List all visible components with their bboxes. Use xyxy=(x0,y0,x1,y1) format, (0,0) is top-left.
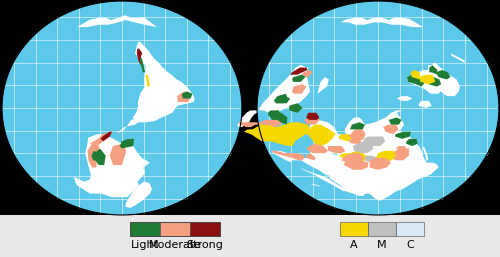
Polygon shape xyxy=(90,132,112,146)
Polygon shape xyxy=(308,120,338,146)
Polygon shape xyxy=(376,151,396,163)
Polygon shape xyxy=(436,70,450,79)
Bar xyxy=(368,222,396,236)
Polygon shape xyxy=(419,75,436,84)
Polygon shape xyxy=(306,113,320,120)
Polygon shape xyxy=(290,68,308,75)
Bar xyxy=(130,222,220,236)
Polygon shape xyxy=(451,53,465,63)
Polygon shape xyxy=(422,146,428,160)
Polygon shape xyxy=(304,115,320,125)
Bar xyxy=(396,222,424,236)
Text: Light: Light xyxy=(131,240,159,250)
Bar xyxy=(340,222,368,236)
Polygon shape xyxy=(120,139,134,149)
Polygon shape xyxy=(350,122,365,130)
Polygon shape xyxy=(429,65,438,75)
Polygon shape xyxy=(344,134,361,144)
Polygon shape xyxy=(427,77,441,87)
Text: A: A xyxy=(350,240,358,250)
Polygon shape xyxy=(146,75,150,87)
Polygon shape xyxy=(268,113,287,125)
Polygon shape xyxy=(238,120,282,127)
Polygon shape xyxy=(407,75,426,87)
Polygon shape xyxy=(300,70,313,77)
Polygon shape xyxy=(237,65,310,127)
Text: Moderate: Moderate xyxy=(148,240,202,250)
Bar xyxy=(130,222,160,236)
Text: C: C xyxy=(406,240,414,250)
Polygon shape xyxy=(306,153,316,160)
Bar xyxy=(190,222,220,236)
Polygon shape xyxy=(290,103,302,113)
Polygon shape xyxy=(125,182,152,208)
Polygon shape xyxy=(353,141,374,153)
Polygon shape xyxy=(272,151,350,191)
Polygon shape xyxy=(370,158,391,170)
Text: M: M xyxy=(377,240,387,250)
Polygon shape xyxy=(74,134,150,197)
Polygon shape xyxy=(2,1,242,215)
Polygon shape xyxy=(318,175,352,194)
Text: Strong: Strong xyxy=(186,240,224,250)
Polygon shape xyxy=(338,134,351,141)
Polygon shape xyxy=(94,149,106,165)
Polygon shape xyxy=(360,113,404,141)
Polygon shape xyxy=(388,117,402,125)
Polygon shape xyxy=(272,151,304,160)
Polygon shape xyxy=(364,136,385,146)
Polygon shape xyxy=(92,151,99,160)
Polygon shape xyxy=(318,110,438,201)
Polygon shape xyxy=(344,160,368,170)
Polygon shape xyxy=(396,96,412,101)
Polygon shape xyxy=(418,101,432,108)
Polygon shape xyxy=(395,132,411,139)
Polygon shape xyxy=(406,139,417,146)
Polygon shape xyxy=(308,136,340,153)
Polygon shape xyxy=(137,49,149,87)
Polygon shape xyxy=(100,132,112,141)
Polygon shape xyxy=(388,149,409,160)
Polygon shape xyxy=(110,144,126,165)
Polygon shape xyxy=(340,18,423,27)
Polygon shape xyxy=(310,184,321,187)
Polygon shape xyxy=(177,91,190,102)
Polygon shape xyxy=(328,146,345,153)
Bar xyxy=(0,215,500,257)
Polygon shape xyxy=(274,94,287,103)
Polygon shape xyxy=(268,110,281,117)
Polygon shape xyxy=(309,125,336,146)
Polygon shape xyxy=(383,125,398,134)
Polygon shape xyxy=(257,1,499,215)
Polygon shape xyxy=(345,117,368,139)
Polygon shape xyxy=(341,153,364,165)
Polygon shape xyxy=(140,58,145,72)
Polygon shape xyxy=(364,155,380,165)
Polygon shape xyxy=(292,75,306,82)
Polygon shape xyxy=(396,146,406,153)
Polygon shape xyxy=(88,144,100,168)
Polygon shape xyxy=(244,122,312,146)
Polygon shape xyxy=(306,144,328,153)
Polygon shape xyxy=(77,15,157,27)
Polygon shape xyxy=(116,117,141,134)
Polygon shape xyxy=(350,130,366,141)
Polygon shape xyxy=(292,84,306,94)
Polygon shape xyxy=(306,146,318,153)
Polygon shape xyxy=(132,41,194,122)
Polygon shape xyxy=(276,96,290,103)
Polygon shape xyxy=(410,70,420,79)
Polygon shape xyxy=(182,91,192,98)
Bar xyxy=(160,222,190,236)
Polygon shape xyxy=(339,151,368,165)
Polygon shape xyxy=(318,77,329,94)
Polygon shape xyxy=(407,63,460,96)
